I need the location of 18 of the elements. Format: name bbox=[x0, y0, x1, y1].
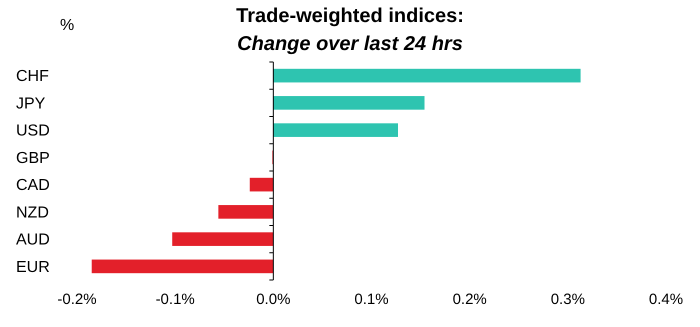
y-tick-label: CHF bbox=[16, 68, 50, 86]
x-tick-label: 0.2% bbox=[452, 291, 487, 308]
y-tick-label: NZD bbox=[16, 204, 49, 222]
y-axis-title: % bbox=[60, 17, 74, 34]
y-tick-label: AUD bbox=[16, 232, 50, 249]
y-tick-label: USD bbox=[16, 122, 50, 140]
x-tick-label: 0.3% bbox=[550, 291, 585, 308]
y-tick-label: GBP bbox=[16, 150, 50, 167]
y-tick-label: CAD bbox=[16, 177, 50, 194]
x-tick-label: 0.1% bbox=[354, 291, 389, 308]
x-tick-label: 0.4% bbox=[648, 291, 684, 308]
y-tick-label: JPY bbox=[16, 95, 46, 112]
x-tick-label: 0.0% bbox=[256, 291, 290, 308]
chart-title: Trade-weighted indices: bbox=[236, 5, 464, 27]
x-tick-label: -0.2% bbox=[57, 291, 97, 308]
y-tick-label: EUR bbox=[16, 258, 50, 276]
x-tick-label: -0.1% bbox=[156, 291, 195, 308]
chart-subtitle: Change over last 24 hrs bbox=[237, 33, 463, 55]
